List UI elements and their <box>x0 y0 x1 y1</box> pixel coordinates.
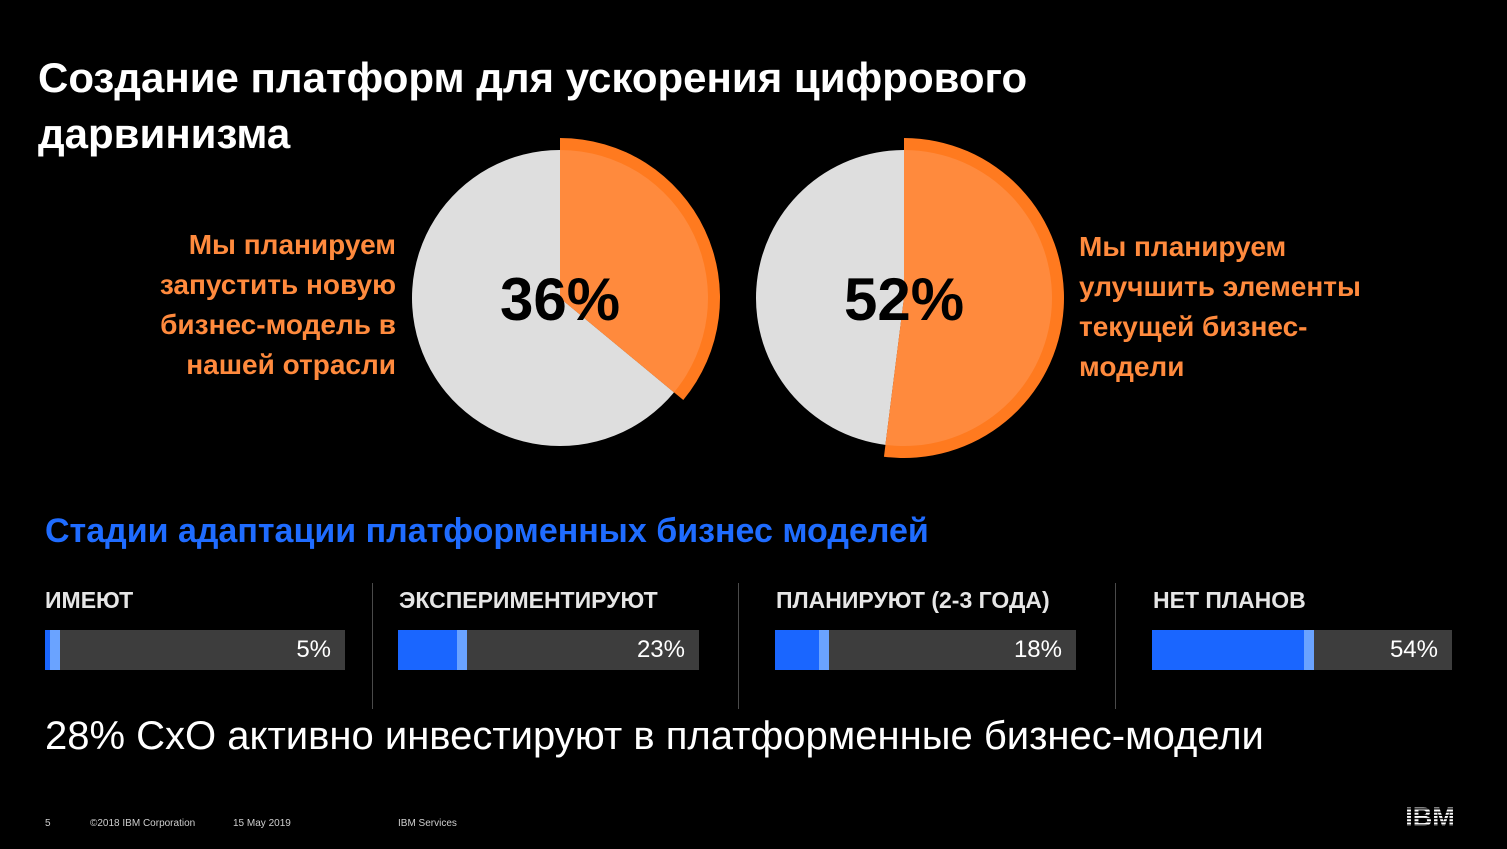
stage-divider <box>1115 583 1116 709</box>
stage-bar-value: 18% <box>1013 636 1062 663</box>
stage-divider <box>372 583 373 709</box>
pie-1-gray-slice <box>412 150 675 446</box>
stage-label-planning: ПЛАНИРУЮТ (2-3 ГОДА) <box>776 587 1050 613</box>
stage-bar-track: 5% <box>45 630 345 670</box>
stage-bar-cap <box>50 630 60 670</box>
stage-bar-cap <box>457 630 468 670</box>
footer-division: IBM Services <box>398 818 457 829</box>
stage-bar-value: 23% <box>636 636 685 663</box>
page-number: 5 <box>45 818 51 829</box>
stage-bar-value: 54% <box>1389 636 1438 663</box>
copyright: ©2018 IBM Corporation <box>90 818 196 829</box>
stage-bar-track: 23% <box>398 630 699 670</box>
pie-2-gray-slice <box>755 150 904 445</box>
stage-bar-fill <box>398 630 468 670</box>
pie-2-label: Мы планируем улучшить элементы текущей б… <box>1079 231 1361 382</box>
slide-title: Создание платформ для ускорения цифровог… <box>38 54 1028 157</box>
summary-text: 28% CxO активно инвестируют в платформен… <box>45 714 1264 758</box>
stage-bar-cap <box>819 630 830 670</box>
stages-title: Стадии адаптации платформенных бизнес мо… <box>45 512 929 550</box>
stage-label-have: ИМЕЮТ <box>45 587 134 613</box>
stage-bar-value: 5% <box>296 636 331 663</box>
pie-1-value: 36% <box>500 266 620 333</box>
footer-date: 15 May 2019 <box>233 818 291 829</box>
stage-bar-fill <box>1152 630 1314 670</box>
stage-divider <box>738 583 739 709</box>
stage-bar-cap <box>1304 630 1314 670</box>
stage-bar-track: 18% <box>775 630 1076 670</box>
pie-1-label: Мы планируем запустить новую бизнес-моде… <box>159 229 396 380</box>
stage-label-no-plans: НЕТ ПЛАНОВ <box>1153 587 1306 613</box>
pie-1-orange-slice <box>560 150 708 393</box>
pie-2-orange-slice <box>885 150 1053 447</box>
stage-bar-track: 54% <box>1152 630 1452 670</box>
ibm-logo-text: IBM <box>1405 803 1455 829</box>
ibm-logo: IBM <box>1405 803 1455 829</box>
pie-2-value: 52% <box>844 266 964 333</box>
stage-label-experimenting: ЭКСПЕРИМЕНТИРУЮТ <box>399 587 658 613</box>
